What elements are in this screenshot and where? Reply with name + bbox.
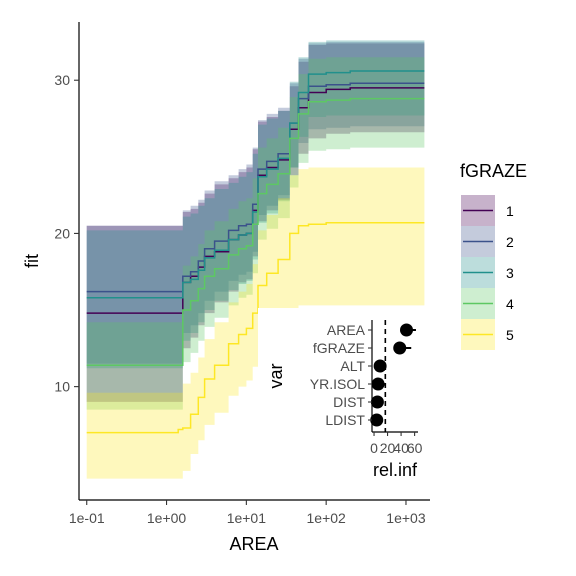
legend-label-1: 1 bbox=[506, 203, 514, 219]
legend: fGRAZE 1 2 3 4 5 bbox=[460, 161, 527, 350]
legend-title: fGRAZE bbox=[460, 161, 527, 181]
inset-y-tick-label: YR.ISOL bbox=[310, 376, 365, 392]
inset-point-AREA bbox=[400, 323, 413, 337]
x-axis-title: AREA bbox=[229, 534, 278, 554]
inset-y-tick-label: ALT bbox=[340, 358, 365, 374]
inset-x-axis-title: rel.inf bbox=[373, 460, 418, 480]
inset-y-axis-title: var bbox=[266, 363, 286, 388]
x-tick-label: 1e+01 bbox=[227, 510, 267, 526]
y-axis-title: fit bbox=[22, 254, 42, 268]
band-series-2 bbox=[86, 41, 425, 364]
inset-point-fGRAZE bbox=[393, 341, 407, 355]
inset-y-tick-label: DIST bbox=[333, 394, 365, 410]
inset-x-tick-label: 40 bbox=[393, 440, 409, 456]
x-tick-label: 1e+00 bbox=[147, 510, 187, 526]
inset-x-tick-label: 0 bbox=[370, 440, 378, 456]
inset-point-ALT bbox=[373, 359, 387, 373]
fit-lines bbox=[86, 70, 425, 434]
inset-y-axis-ticks: AREA fGRAZE ALT YR.ISOL DIST LDIST bbox=[310, 322, 372, 428]
x-tick-label: 1e+03 bbox=[386, 510, 426, 526]
legend-label-2: 2 bbox=[506, 234, 514, 250]
y-tick-label: 30 bbox=[54, 72, 70, 88]
inset-point-DIST bbox=[370, 395, 384, 409]
legend-label-4: 4 bbox=[506, 296, 514, 312]
inset-x-tick-label: 20 bbox=[380, 440, 396, 456]
inset-point-YR.ISOL bbox=[371, 377, 385, 391]
band-series-4 bbox=[86, 57, 425, 410]
band-series-1 bbox=[86, 43, 425, 402]
y-tick-label: 10 bbox=[54, 379, 70, 395]
main-plot: 1e-01 1e+00 1e+01 1e+02 1e+03 10 20 30 AREA fi… bbox=[22, 22, 430, 554]
inset-y-tick-label: LDIST bbox=[325, 412, 365, 428]
inset-points bbox=[370, 323, 413, 427]
line-series-4 bbox=[86, 97, 425, 366]
x-axis-ticks: 1e-01 1e+00 1e+01 1e+02 1e+03 bbox=[69, 500, 426, 526]
inset-x-tick-label: 60 bbox=[407, 440, 423, 456]
legend-keys: 1 2 3 4 5 bbox=[461, 195, 514, 350]
legend-label-5: 5 bbox=[506, 327, 514, 343]
y-tick-label: 20 bbox=[54, 225, 70, 241]
y-axis-ticks: 10 20 30 bbox=[54, 72, 79, 395]
inset-background bbox=[258, 308, 430, 492]
inset-point-LDIST bbox=[370, 413, 384, 427]
band-series-5 bbox=[86, 167, 425, 479]
x-tick-label: 1e+02 bbox=[307, 510, 347, 526]
inset-y-tick-label: fGRAZE bbox=[313, 340, 365, 356]
legend-label-3: 3 bbox=[506, 265, 514, 281]
x-tick-label: 1e-01 bbox=[69, 510, 105, 526]
inset-y-tick-label: AREA bbox=[327, 322, 366, 338]
line-series-3 bbox=[86, 70, 425, 299]
line-series-5 bbox=[86, 221, 425, 434]
